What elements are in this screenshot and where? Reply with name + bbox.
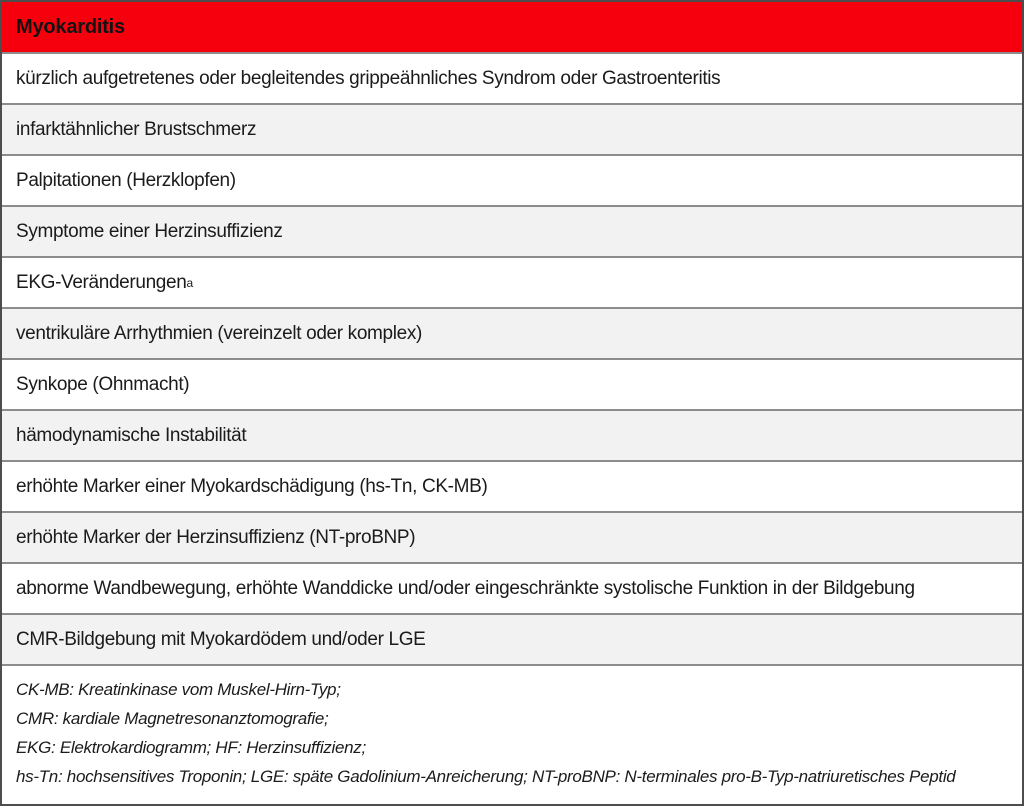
table-row: kürzlich aufgetretenes oder begleitendes…: [2, 52, 1022, 103]
footnote-line: CMR: kardiale Magnetresonanztomografie;: [16, 709, 329, 728]
table-row: infarktähnlicher Brustschmerz: [2, 103, 1022, 154]
row-text: ventrikuläre Arrhythmien (vereinzelt ode…: [16, 322, 422, 344]
table-row: Symptome einer Herzinsuffizienz: [2, 205, 1022, 256]
row-text: abnorme Wandbewegung, erhöhte Wanddicke …: [16, 577, 915, 599]
row-text: CMR-Bildgebung mit Myokardödem und/oder …: [16, 628, 426, 650]
table-row: erhöhte Marker einer Myokardschädigung (…: [2, 460, 1022, 511]
row-text: infarktähnlicher Brustschmerz: [16, 118, 257, 140]
row-text: kürzlich aufgetretenes oder begleitendes…: [16, 67, 721, 89]
table-row: CMR-Bildgebung mit Myokardödem und/oder …: [2, 613, 1022, 664]
table-row: Synkope (Ohnmacht): [2, 358, 1022, 409]
table-title: Myokarditis: [16, 15, 125, 38]
row-text: Synkope (Ohnmacht): [16, 373, 190, 395]
footnote-line: CK-MB: Kreatinkinase vom Muskel-Hirn-Typ…: [16, 680, 341, 699]
table-header: Myokarditis: [2, 2, 1022, 52]
table-row: hämodynamische Instabilität: [2, 409, 1022, 460]
footnote-line: EKG: Elektrokardiogramm; HF: Herzinsuffi…: [16, 738, 366, 757]
footnote-line: hs-Tn: hochsensitives Troponin; LGE: spä…: [16, 767, 956, 786]
table-rows: kürzlich aufgetretenes oder begleitendes…: [2, 52, 1022, 664]
row-text: EKG-Veränderungen: [16, 271, 187, 293]
row-text: hämodynamische Instabilität: [16, 424, 247, 446]
table-row: EKG-Veränderungen a: [2, 256, 1022, 307]
row-text: erhöhte Marker der Herzinsuffizienz (NT-…: [16, 526, 416, 548]
table-row: ventrikuläre Arrhythmien (vereinzelt ode…: [2, 307, 1022, 358]
table-row: abnorme Wandbewegung, erhöhte Wanddicke …: [2, 562, 1022, 613]
row-text: Palpitationen (Herzklopfen): [16, 169, 236, 191]
row-text: erhöhte Marker einer Myokardschädigung (…: [16, 475, 488, 497]
table-row: Palpitationen (Herzklopfen): [2, 154, 1022, 205]
row-text: Symptome einer Herzinsuffizienz: [16, 220, 283, 242]
table-row: erhöhte Marker der Herzinsuffizienz (NT-…: [2, 511, 1022, 562]
footnotes-section: CK-MB: Kreatinkinase vom Muskel-Hirn-Typ…: [2, 664, 1022, 804]
